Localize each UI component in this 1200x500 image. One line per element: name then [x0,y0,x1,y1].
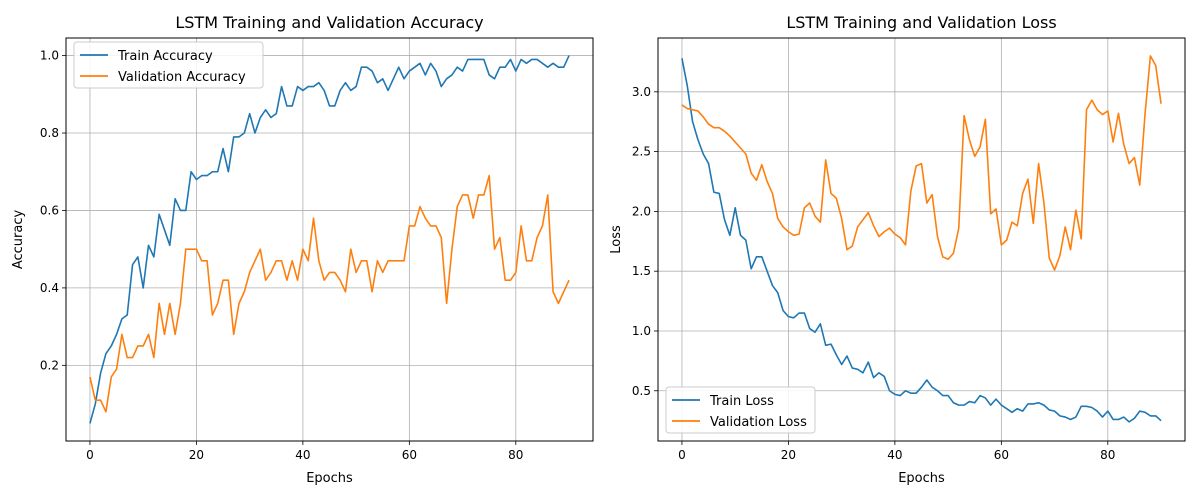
legend-label-train-accuracy: Train Accuracy [117,49,213,64]
accuracy-chart: LSTM Training and Validation Accuracy Ep… [11,13,594,486]
x-tick-label: 20 [781,448,796,462]
y-tick-label: 1.0 [40,49,59,63]
legend-box [73,41,264,89]
grid [66,38,593,441]
plot-frame [65,37,594,442]
x-tick-label: 60 [402,448,417,462]
legend-box [665,386,816,434]
y-tick-label: 2.5 [632,145,651,159]
x-axis-label: Epochs [306,471,353,486]
y-tick-label: 0.5 [632,384,651,398]
x-tick-label: 20 [189,448,204,462]
axis-ticks: 0 20 40 60 80 0.5 1.0 1.5 2.0 2.5 3.0 [632,85,1116,462]
x-tick-label: 60 [994,448,1009,462]
series-line-validation-accuracy [89,174,570,413]
y-tick-label: 1.0 [632,324,651,338]
y-axis-label: Loss [609,225,624,254]
y-tick-label: 0.8 [40,126,59,140]
series-line-train-loss [681,58,1162,423]
series-lines [681,55,1162,423]
x-tick-label: 40 [295,448,310,462]
y-tick-label: 1.5 [632,264,651,278]
y-tick-label: 2.0 [632,204,651,218]
legend: Train Accuracy Validation Accuracy [73,41,264,89]
plot-frame [657,37,1186,442]
x-axis-label: Epochs [898,471,945,486]
legend-label-validation-accuracy: Validation Accuracy [118,70,246,85]
series-lines [89,55,570,424]
loss-chart: LSTM Training and Validation Loss Epochs… [609,13,1186,486]
y-tick-label: 0.4 [40,281,59,295]
legend-label-validation-loss: Validation Loss [710,415,807,430]
y-tick-label: 3.0 [632,85,651,99]
series-line-train-accuracy [89,55,570,424]
y-axis-label: Accuracy [11,210,26,270]
x-tick-label: 80 [1100,448,1115,462]
legend: Train Loss Validation Loss [665,386,816,434]
chart-title: LSTM Training and Validation Loss [786,13,1056,32]
chart-title: LSTM Training and Validation Accuracy [175,13,483,32]
x-tick-label: 80 [508,448,523,462]
axis-ticks: 0 20 40 60 80 0.2 0.4 0.6 0.8 1.0 [40,49,524,462]
y-tick-label: 0.6 [40,203,59,217]
x-tick-label: 40 [887,448,902,462]
series-line-validation-loss [681,55,1162,271]
y-tick-label: 0.2 [40,358,59,372]
legend-label-train-loss: Train Loss [709,394,774,409]
x-tick-label: 0 [86,448,94,462]
x-tick-label: 0 [678,448,686,462]
